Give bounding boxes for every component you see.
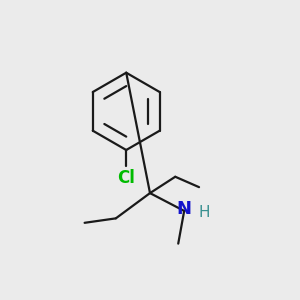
Text: H: H xyxy=(199,205,210,220)
Text: N: N xyxy=(177,200,192,218)
Text: Cl: Cl xyxy=(117,169,135,187)
